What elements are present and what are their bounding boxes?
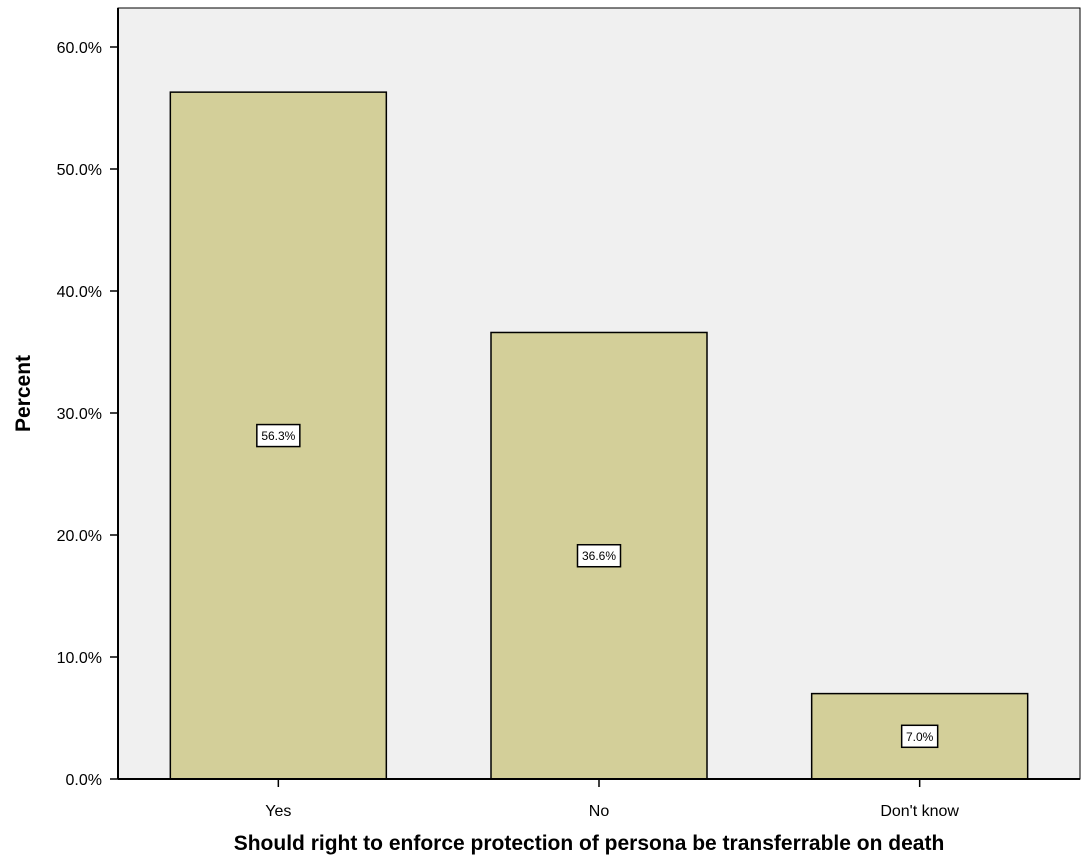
data-label: 36.6% [582, 549, 616, 563]
y-tick-label: 30.0% [57, 406, 102, 423]
y-tick-label: 20.0% [57, 528, 102, 545]
y-axis: 0.0% 10.0% 20.0% 30.0% 40.0% 50.0% 60.0% [57, 8, 119, 789]
data-label-box [900, 724, 939, 749]
y-tick-label: 0.0% [66, 772, 102, 789]
x-tick-label: No [589, 803, 610, 820]
y-tick-label: 50.0% [57, 162, 102, 179]
data-label: 7.0% [906, 730, 934, 744]
data-label-box [576, 543, 622, 568]
y-tick-label: 60.0% [57, 40, 102, 57]
data-labels-group: 56.3% 36.6% 7.0% [256, 423, 939, 749]
y-axis-title: Percent [12, 355, 35, 432]
x-axis-title: Should right to enforce protection of pe… [234, 832, 945, 855]
x-tick-label: Don't know [880, 803, 959, 820]
data-label: 56.3% [261, 429, 295, 443]
x-axis: Yes No Don't know [118, 778, 1080, 820]
y-tick-label: 10.0% [57, 650, 102, 667]
data-label-box [256, 423, 301, 448]
x-tick-label: Yes [265, 803, 291, 820]
y-tick-label: 40.0% [57, 284, 102, 301]
